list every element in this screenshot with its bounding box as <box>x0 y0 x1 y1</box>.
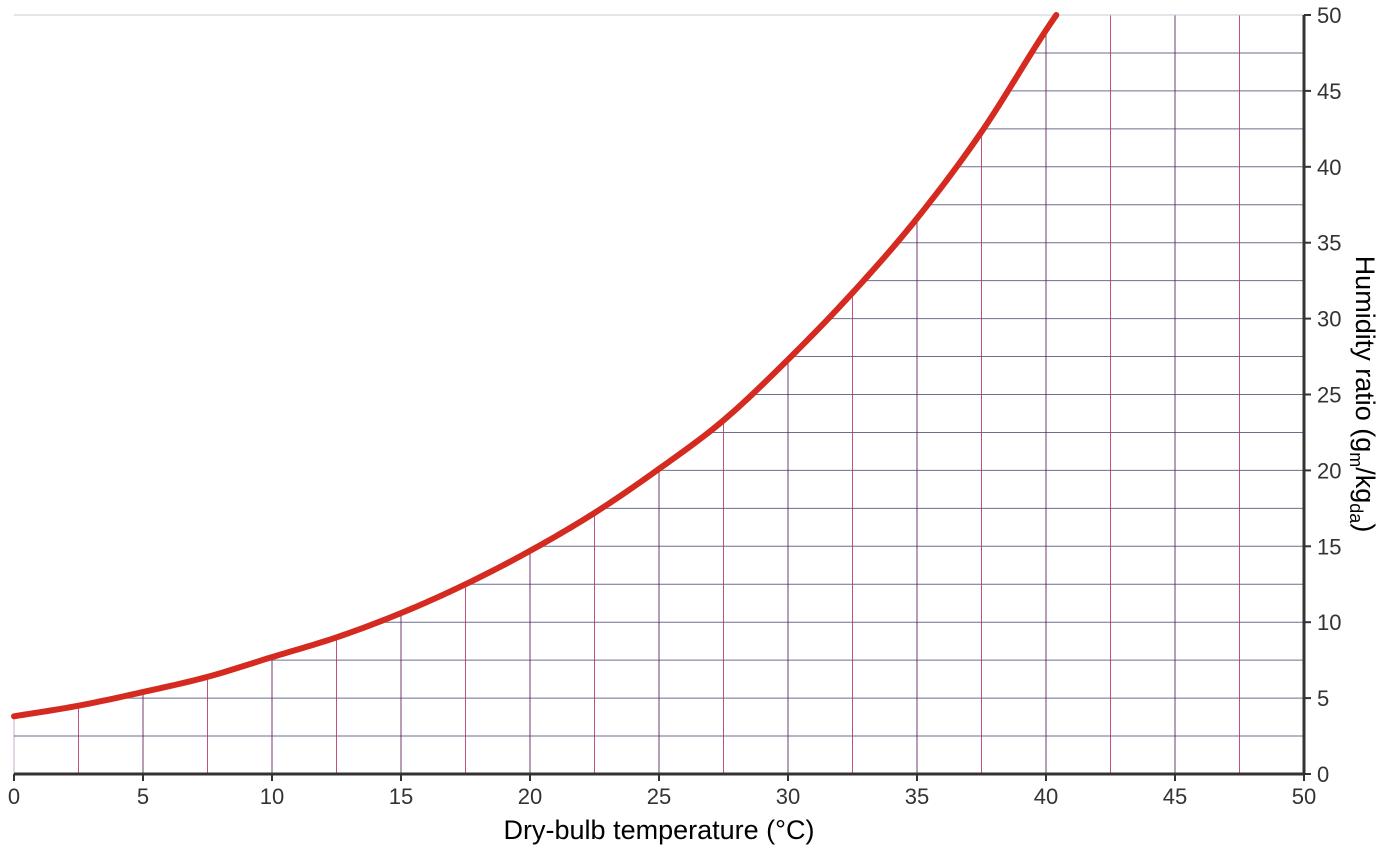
y-tick-label: 35 <box>1317 231 1341 256</box>
y-tick-label: 0 <box>1317 762 1329 787</box>
x-tick-label: 45 <box>1163 784 1187 809</box>
x-tick-label: 20 <box>518 784 542 809</box>
x-tick-label: 35 <box>905 784 929 809</box>
y-tick-label: 40 <box>1317 155 1341 180</box>
y-tick-label: 5 <box>1317 686 1329 711</box>
saturation-curve-layer <box>11 12 1060 720</box>
y-tick-label: 10 <box>1317 610 1341 635</box>
y-axis-title-sub2: da <box>1346 503 1366 524</box>
y-tick-label: 45 <box>1317 79 1341 104</box>
saturation-curve <box>11 12 1060 720</box>
x-tick-label: 30 <box>776 784 800 809</box>
y-axis-title: Humidity ratio (gm/kgda) <box>1346 256 1380 533</box>
y-axis-title-slash: /kg <box>1350 467 1380 503</box>
y-axis-title-main: Humidity ratio (g <box>1350 256 1380 453</box>
y-tick-label: 15 <box>1317 534 1341 559</box>
grid-lines <box>13 14 1304 774</box>
y-tick-label: 30 <box>1317 307 1341 332</box>
y-tick-label: 25 <box>1317 383 1341 408</box>
x-tick-label: 10 <box>260 784 284 809</box>
x-tick-label: 0 <box>8 784 20 809</box>
x-tick-label: 25 <box>647 784 671 809</box>
axes <box>13 14 1311 781</box>
x-tick-label: 40 <box>1034 784 1058 809</box>
x-tick-label: 5 <box>137 784 149 809</box>
x-tick-label: 50 <box>1292 784 1316 809</box>
x-tick-label: 15 <box>389 784 413 809</box>
y-axis-title-sub1: m <box>1346 452 1366 467</box>
x-axis-title: Dry-bulb temperature (°C) <box>504 815 815 845</box>
y-axis-title-close: ) <box>1350 523 1380 532</box>
y-tick-label: 50 <box>1317 3 1341 28</box>
y-tick-label: 20 <box>1317 458 1341 483</box>
